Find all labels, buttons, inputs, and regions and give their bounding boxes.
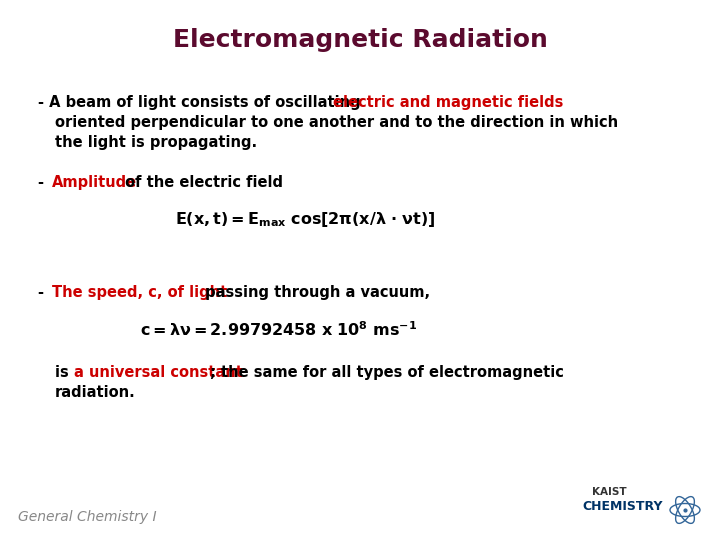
Text: Electromagnetic Radiation: Electromagnetic Radiation: [173, 28, 547, 52]
Text: a universal constant: a universal constant: [74, 365, 243, 380]
Text: radiation.: radiation.: [55, 385, 136, 400]
Text: -: -: [38, 175, 49, 190]
Text: KAIST: KAIST: [592, 487, 626, 497]
Text: electric and magnetic fields: electric and magnetic fields: [333, 95, 563, 110]
Text: -: -: [38, 285, 49, 300]
Text: - A beam of light consists of oscillating: - A beam of light consists of oscillatin…: [38, 95, 366, 110]
Text: passing through a vacuum,: passing through a vacuum,: [200, 285, 430, 300]
Text: The speed, c, of light: The speed, c, of light: [52, 285, 228, 300]
Text: is: is: [55, 365, 74, 380]
Text: the light is propagating.: the light is propagating.: [55, 135, 257, 150]
Text: General Chemistry I: General Chemistry I: [18, 510, 157, 524]
Text: $\mathbf{c = \lambda\nu = 2.99792458\ x\ 10^{8}\ ms^{-1}}$: $\mathbf{c = \lambda\nu = 2.99792458\ x\…: [140, 320, 417, 339]
Text: oriented perpendicular to one another and to the direction in which: oriented perpendicular to one another an…: [55, 115, 618, 130]
Text: $\mathbf{E(x,t) = E_{max}\ \mathbf{cos}[2\pi(x/\lambda\ \mathbf{\cdot}\ \nu t)]}: $\mathbf{E(x,t) = E_{max}\ \mathbf{cos}[…: [175, 210, 436, 229]
Text: CHEMISTRY: CHEMISTRY: [582, 500, 662, 513]
Text: Amplitude: Amplitude: [52, 175, 137, 190]
Text: ; the same for all types of electromagnetic: ; the same for all types of electromagne…: [210, 365, 564, 380]
Text: of the electric field: of the electric field: [120, 175, 283, 190]
